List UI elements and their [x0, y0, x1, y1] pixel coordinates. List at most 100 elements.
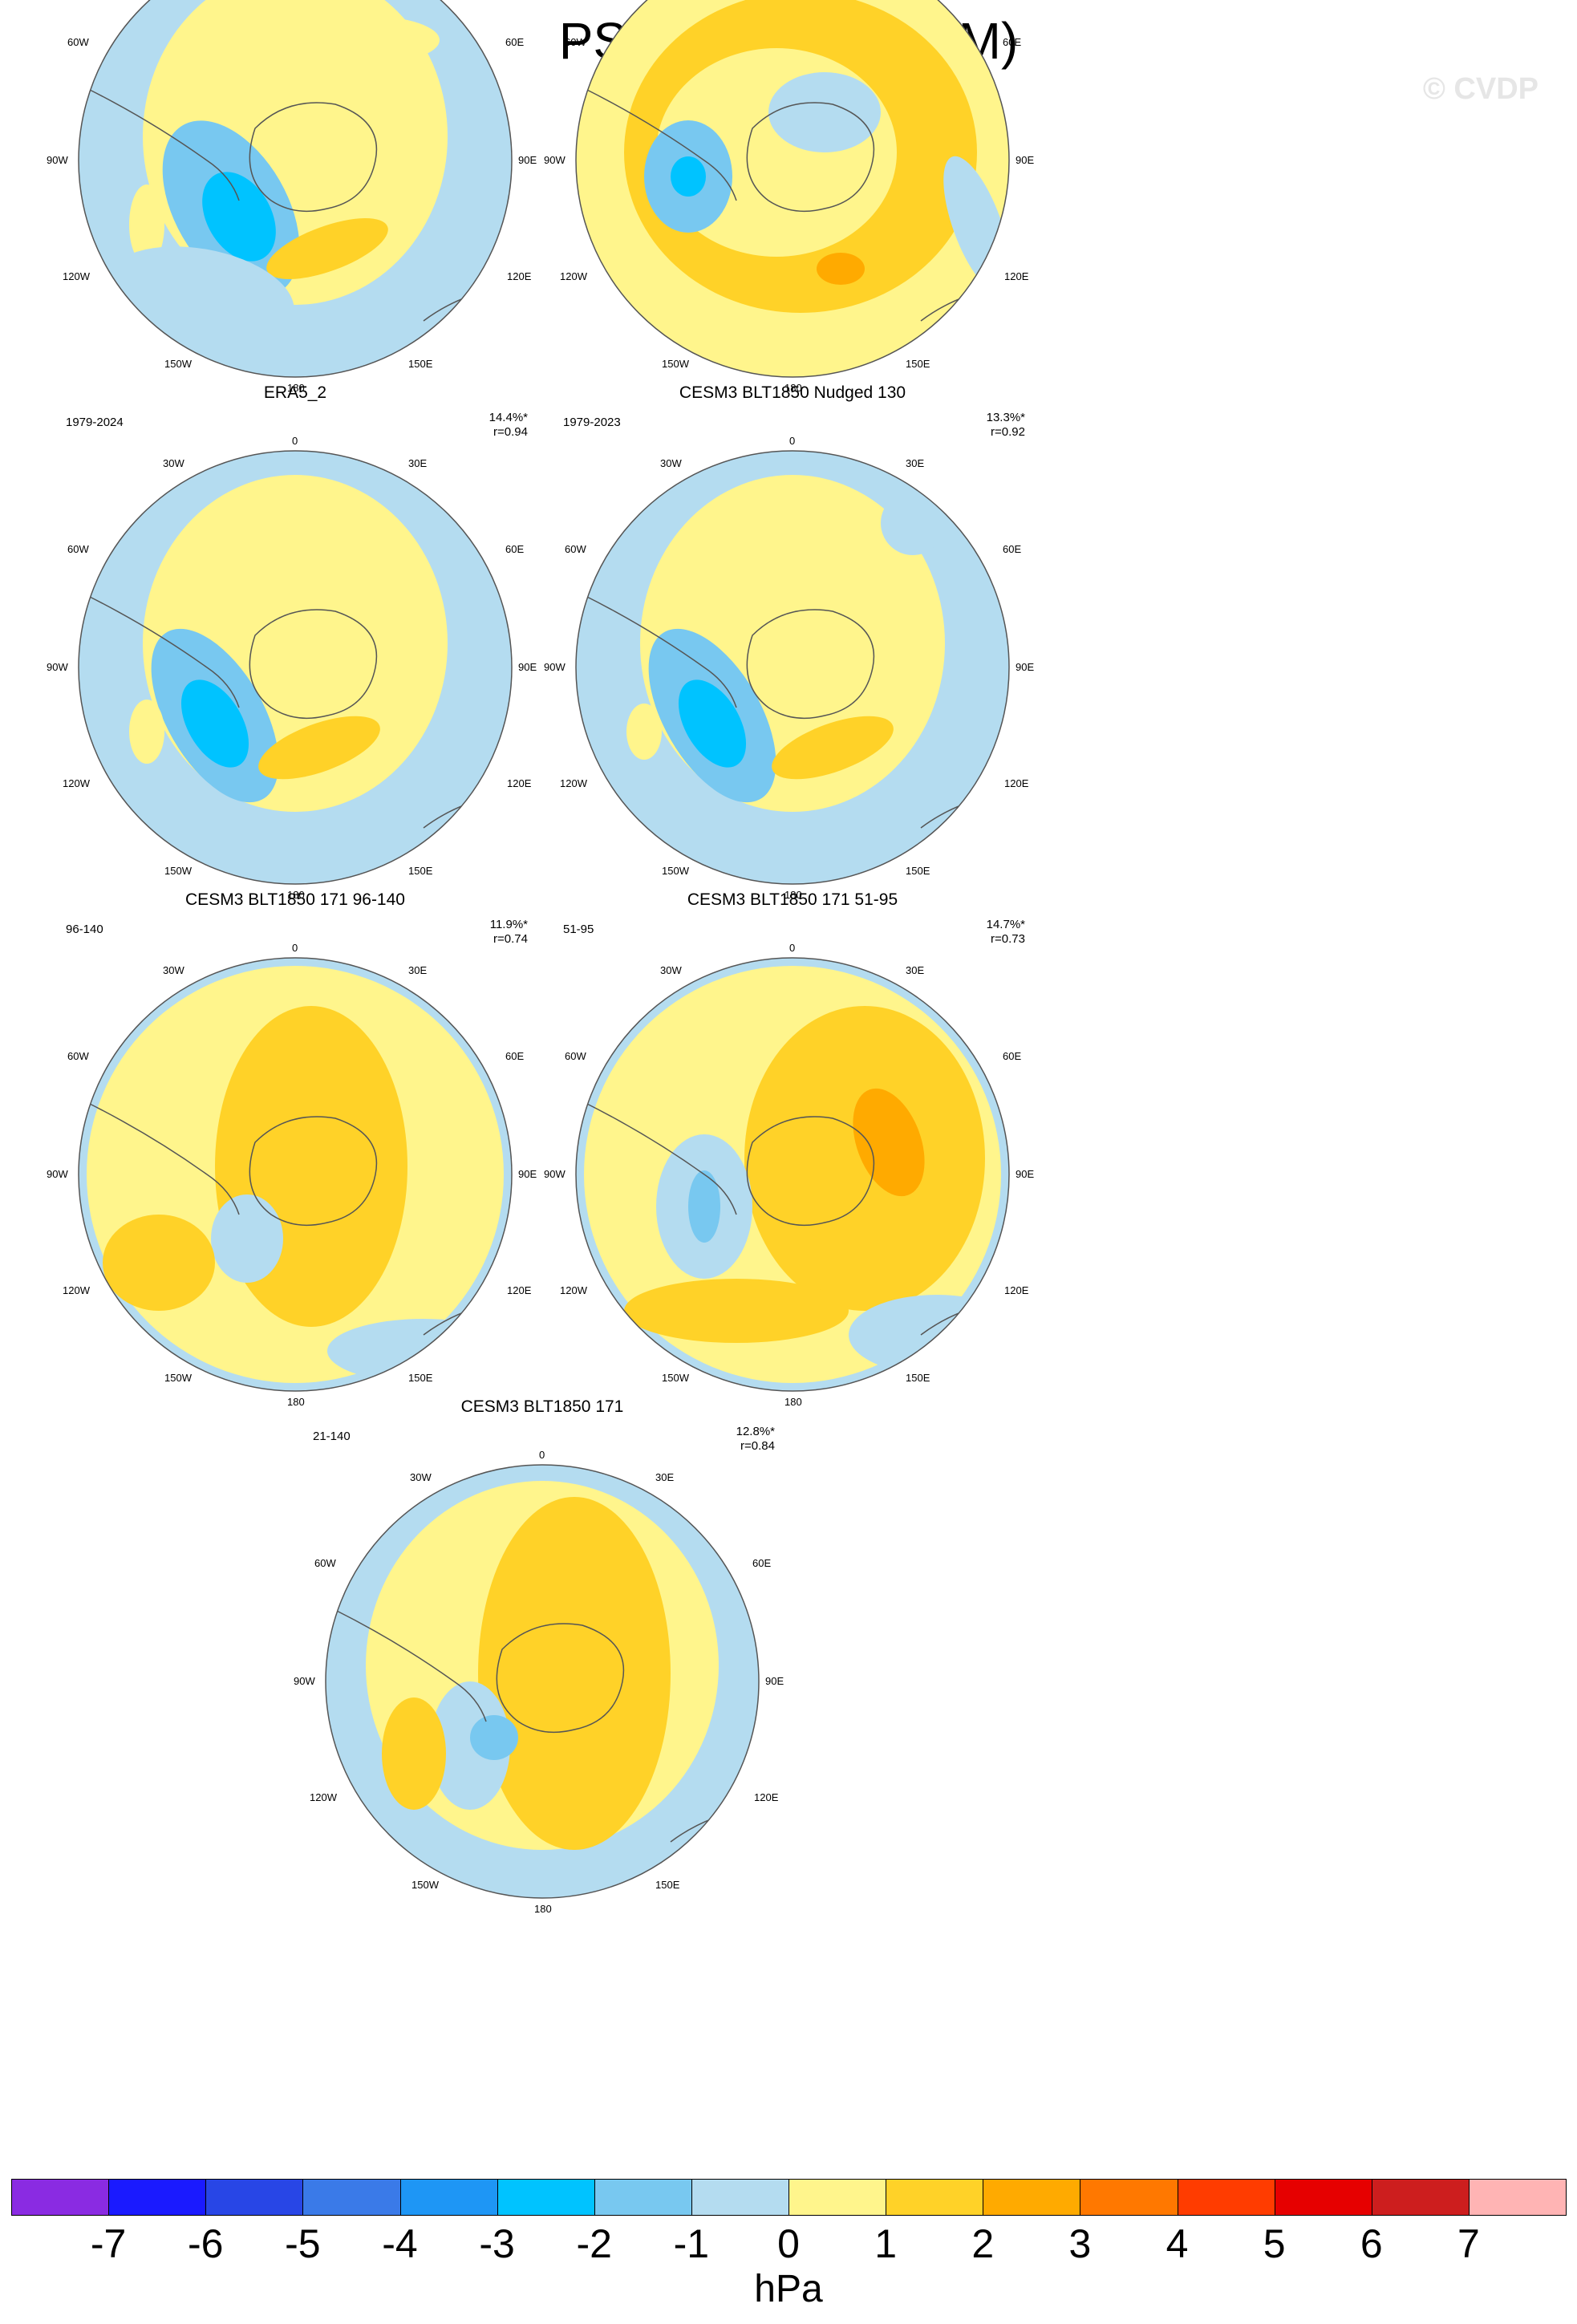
- longitude-label: 60W: [67, 543, 89, 555]
- longitude-label: 120E: [507, 270, 532, 282]
- longitude-label: 60E: [505, 543, 525, 555]
- watermark: © CVDP: [1422, 72, 1538, 106]
- colorbar-box: [205, 2179, 304, 2216]
- south-america-coastline: [583, 87, 737, 201]
- colorbar-tick-label: -3: [479, 2221, 515, 2266]
- longitude-label: 60E: [752, 1557, 772, 1569]
- colorbar-box: [1177, 2179, 1275, 2216]
- colorbar-box: [1371, 2179, 1470, 2216]
- anomaly-contour: [258, 716, 380, 780]
- longitude-label: 120E: [507, 1284, 532, 1296]
- anomaly-contour: [817, 253, 865, 285]
- longitude-label: 30W: [163, 964, 184, 976]
- anomaly-contour: [768, 72, 881, 152]
- map-panel: CESM3 BLT1850 171 21-140 12.8%* r=0.84 0 180 9…: [294, 1397, 791, 1930]
- panel-variance: 11.9%* r=0.74: [490, 918, 528, 947]
- panel-variance: 14.4%* r=0.94: [489, 411, 528, 440]
- south-america-coastline: [583, 1101, 737, 1215]
- panel-title: CESM3 BLT1850 171 96-140: [185, 890, 405, 909]
- longitude-label: 120E: [1004, 270, 1029, 282]
- panel-period: 51-95: [563, 923, 594, 936]
- anomaly-contour: [470, 1715, 518, 1760]
- colorbar-tick-label: -7: [90, 2221, 127, 2266]
- longitude-label: 60W: [565, 1050, 586, 1062]
- longitude-label: 120E: [507, 777, 532, 789]
- panel-period: 1979-2023: [563, 416, 621, 429]
- longitude-label: 30E: [408, 457, 428, 469]
- polar-map: [575, 957, 1010, 1392]
- polar-map: [325, 1464, 760, 1899]
- colorbar-box: [302, 2179, 401, 2216]
- longitude-label: 150W: [164, 358, 192, 370]
- colorbar-tick-label: -2: [576, 2221, 612, 2266]
- south-america-coastline: [333, 1608, 487, 1722]
- longitude-label: 90W: [47, 661, 68, 673]
- panel-title: CESM3 BLT1850 171 51-95: [687, 890, 898, 909]
- anomaly-contour: [678, 679, 747, 768]
- longitude-label: 0: [789, 435, 796, 447]
- antarctica-coastline: [249, 102, 378, 213]
- longitude-label: 90E: [518, 1168, 537, 1180]
- colorbar-box: [983, 2179, 1081, 2216]
- longitude-label: 60E: [1003, 543, 1022, 555]
- panel-period: 96-140: [66, 923, 103, 936]
- polar-map: [575, 450, 1010, 885]
- map-border: [78, 957, 513, 1392]
- colorbar-box: [691, 2179, 789, 2216]
- anomaly-contour: [167, 820, 375, 884]
- longitude-label: 60W: [565, 36, 586, 48]
- anomaly-contour: [211, 1194, 283, 1283]
- anomaly-contour: [797, 844, 837, 876]
- antarctica-coastline: [496, 1623, 625, 1734]
- panel-variance: 13.3%* r=0.92: [987, 411, 1025, 440]
- longitude-label: 120W: [63, 777, 90, 789]
- pattern-correlation: r=0.92: [991, 425, 1025, 439]
- longitude-label: 90W: [544, 1168, 566, 1180]
- antarctica-coastline: [746, 609, 875, 720]
- longitude-label: 150E: [906, 1372, 930, 1384]
- antarctica-coastline: [746, 102, 875, 213]
- polar-map: [78, 0, 513, 378]
- variance-percent: 14.4%*: [489, 411, 528, 424]
- antarctica-coastline: [249, 609, 378, 720]
- longitude-label: 120W: [63, 270, 90, 282]
- longitude-label: 150E: [408, 358, 433, 370]
- longitude-label: 60E: [505, 36, 525, 48]
- colorbar-box: [1468, 2179, 1567, 2216]
- colorbar-box: [497, 2179, 595, 2216]
- colorbar-tick-label: -4: [382, 2221, 418, 2266]
- longitude-label: 60E: [505, 1050, 525, 1062]
- longitude-label: 150E: [408, 865, 433, 877]
- longitude-label: 0: [789, 942, 796, 954]
- colorbar-tick-label: 1: [874, 2221, 898, 2266]
- longitude-label: 150W: [411, 1879, 439, 1891]
- variance-percent: 13.3%*: [986, 411, 1025, 424]
- anomaly-contour: [430, 1681, 510, 1810]
- longitude-label: 120W: [63, 1284, 90, 1296]
- panel-title: ERA5_2: [263, 383, 327, 402]
- map-border: [325, 1464, 760, 1899]
- longitude-label: 90W: [47, 154, 68, 166]
- longitude-label: 30E: [906, 457, 925, 469]
- longitude-label: 60W: [314, 1557, 336, 1569]
- longitude-label: 180: [287, 382, 305, 394]
- longitude-label: 0: [539, 1449, 545, 1461]
- longitude-label: 30E: [408, 964, 428, 976]
- anomaly-contour: [129, 185, 164, 265]
- colorbar-box: [399, 2179, 498, 2216]
- variance-percent: 14.7%*: [986, 918, 1025, 931]
- colorbar-tick-label: -1: [673, 2221, 710, 2266]
- panel-period: 21-140: [313, 1430, 351, 1443]
- colorbar-tick-label: -5: [285, 2221, 321, 2266]
- anomaly-contour: [103, 1215, 215, 1311]
- anomaly-contour: [688, 1170, 720, 1243]
- map-border: [575, 0, 1010, 378]
- longitude-label: 0: [292, 435, 298, 447]
- map-border: [575, 450, 1010, 885]
- panel-title: CESM3 BLT1850 Nudged 130: [679, 383, 906, 402]
- panel-title: CESM3 BLT1850 171: [460, 1397, 624, 1416]
- longitude-label: 150W: [662, 865, 689, 877]
- map-border: [575, 957, 1010, 1392]
- colorbar-units: hPa: [754, 2268, 823, 2310]
- anomaly-contour: [129, 700, 164, 764]
